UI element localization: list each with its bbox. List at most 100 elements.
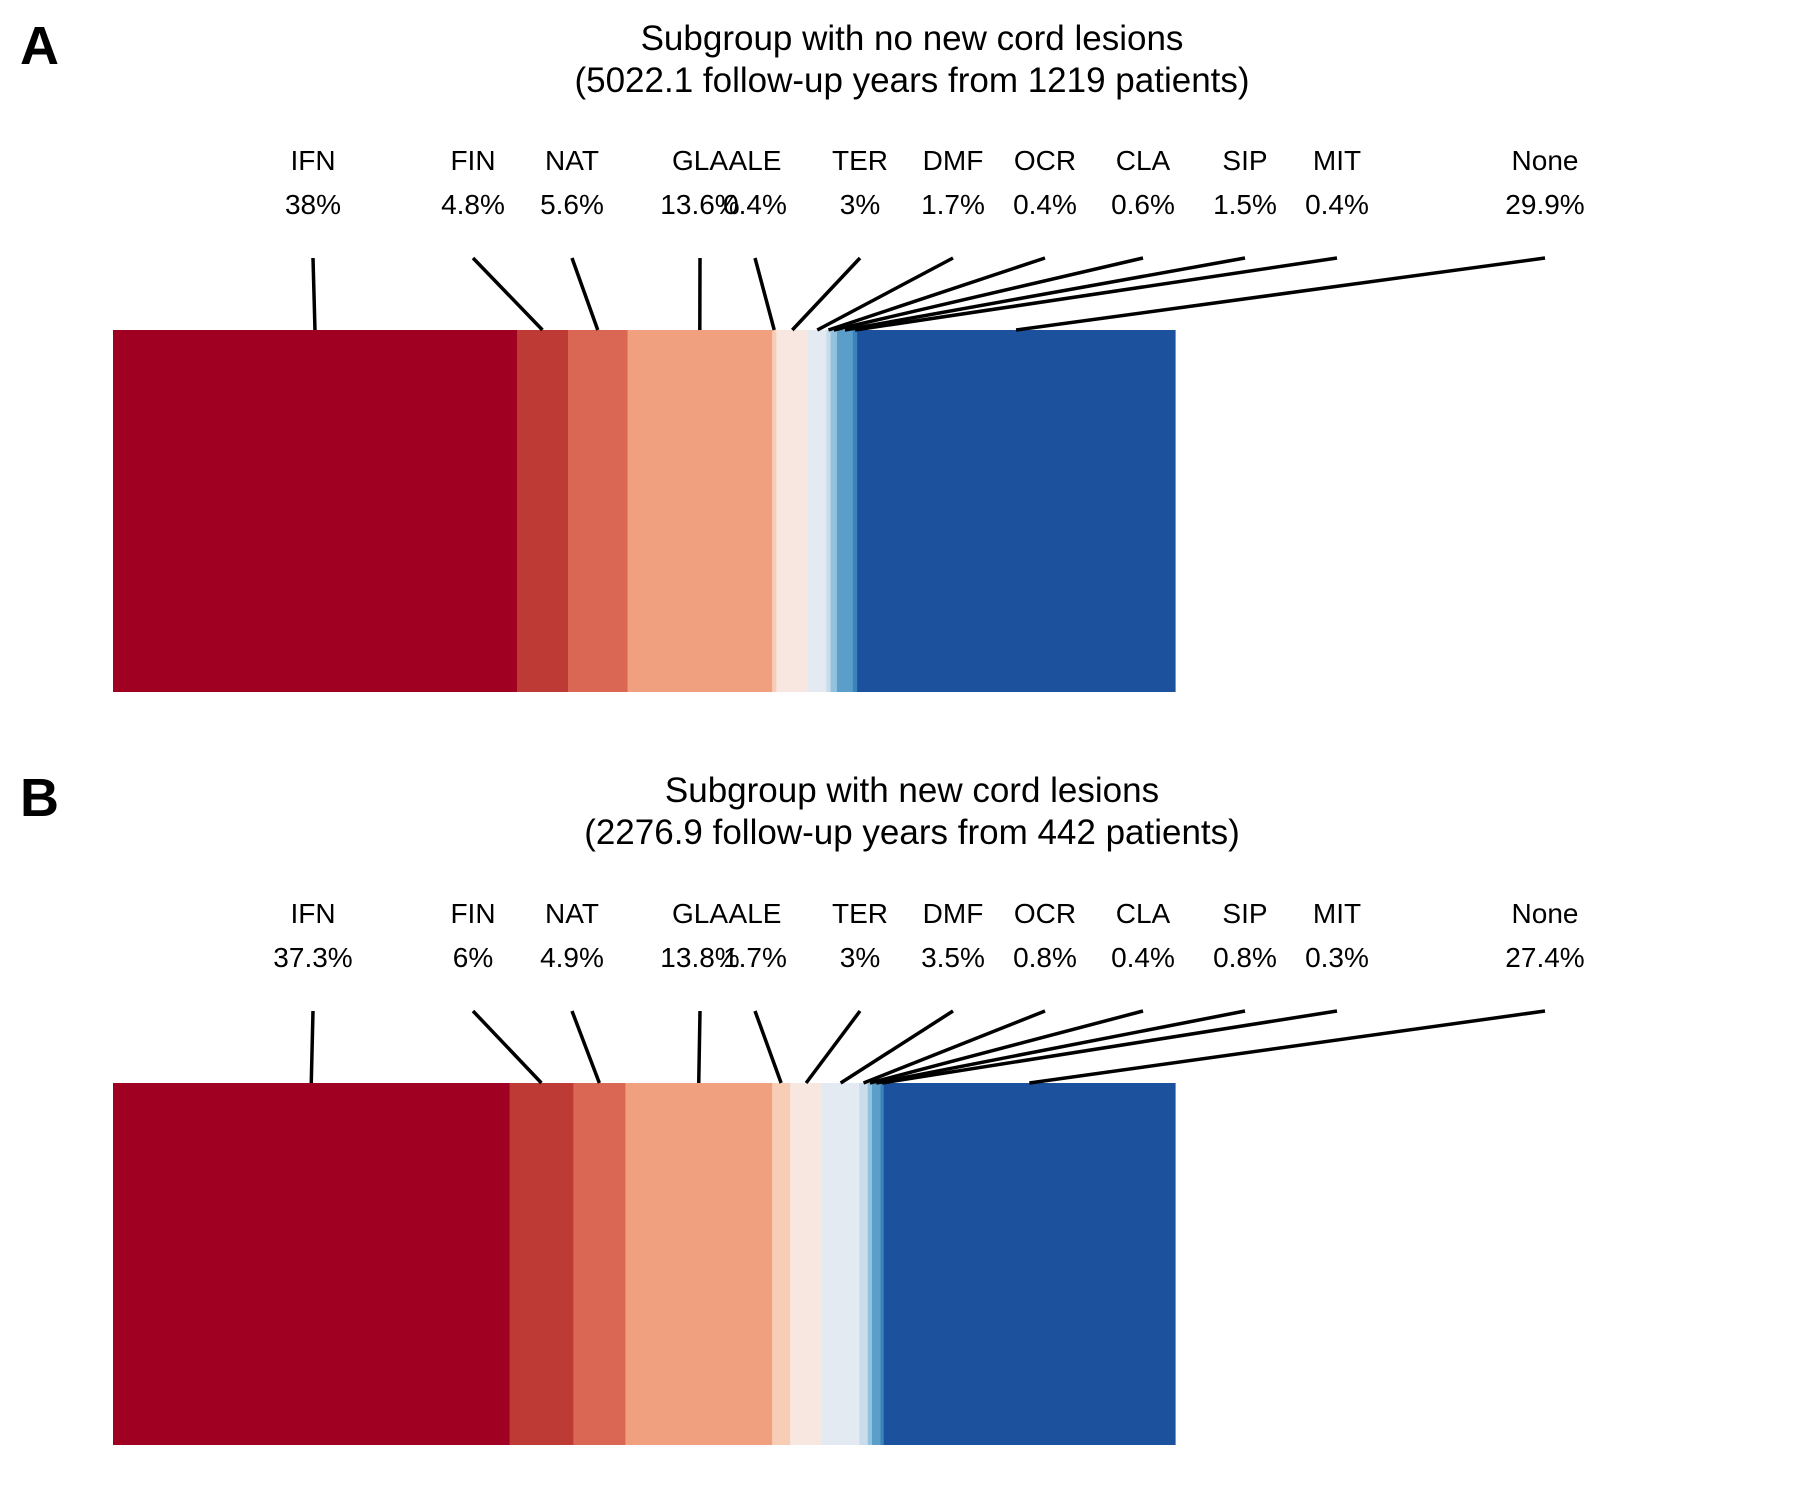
leader-line-cla [833, 256, 1144, 332]
segment-ocr [826, 330, 832, 692]
segment-pct-sip: 0.8% [1213, 942, 1277, 973]
segment-pct-ocr: 0.8% [1013, 942, 1077, 973]
segment-ifn [113, 330, 518, 692]
segment-pct-gla: 13.6% [660, 189, 739, 220]
segment-fin [509, 1083, 574, 1445]
leader-line-ocr [862, 1009, 1046, 1085]
segment-label-ifn: IFN [290, 898, 335, 929]
segment-label-none: None [1512, 145, 1579, 176]
segment-sip [836, 330, 854, 692]
segment-pct-cla: 0.4% [1111, 942, 1175, 973]
segment-ale [772, 330, 777, 692]
segment-gla [627, 330, 773, 692]
segment-pct-fin: 6% [453, 942, 493, 973]
segment-pct-gla: 13.8% [660, 942, 739, 973]
segment-nat [567, 330, 629, 692]
leader-line-ocr [827, 256, 1046, 332]
segment-pct-cla: 0.6% [1111, 189, 1175, 220]
segment-label-ocr: OCR [1014, 898, 1076, 929]
leader-line-none [1029, 1009, 1546, 1085]
segment-pct-ter: 3% [840, 189, 880, 220]
leader-line-ter [791, 256, 862, 332]
segment-label-dmf: DMF [923, 898, 984, 929]
segment-pct-sip: 1.5% [1213, 189, 1277, 220]
panel-b-segments [113, 1083, 1176, 1445]
leader-line-gla [696, 1010, 702, 1084]
segment-label-ifn: IFN [290, 145, 335, 176]
segment-pct-none: 29.9% [1505, 189, 1584, 220]
segment-pct-mit: 0.3% [1305, 942, 1369, 973]
leader-line-dmf [839, 1009, 954, 1085]
segment-nat [573, 1083, 626, 1445]
segment-pct-ale: 0.4% [723, 189, 787, 220]
segment-sip [872, 1083, 882, 1445]
segment-pct-ifn: 38% [285, 189, 341, 220]
segment-cla [830, 330, 838, 692]
leader-line-fin [471, 256, 544, 332]
leader-line-nat [570, 1010, 601, 1084]
segment-label-ter: TER [832, 145, 888, 176]
segment-label-ter: TER [832, 898, 888, 929]
leader-line-ale [753, 257, 776, 331]
panel-b-subtitle: (2276.9 follow-up years from 442 patient… [584, 813, 1240, 852]
leader-line-sip [844, 256, 1246, 332]
leader-line-none [1015, 256, 1546, 332]
segment-dmf [808, 330, 827, 692]
segment-ter [776, 330, 809, 692]
segment-label-mit: MIT [1313, 145, 1361, 176]
panel-b-labels: IFN 37.3% FIN 6% NAT 4.9% GLA 13.8% ALE 1.7% TER 3%… [273, 898, 1584, 973]
segment-label-nat: NAT [545, 898, 599, 929]
leader-line-ifn [311, 257, 317, 331]
leader-line-nat [570, 257, 600, 331]
leader-line-cla [869, 1009, 1144, 1085]
segment-fin [516, 330, 569, 692]
segment-mit [852, 330, 858, 692]
leader-line-mit [854, 256, 1338, 332]
panel-b-title: Subgroup with new cord lesions [665, 771, 1159, 810]
panel-a-subtitle: (5022.1 follow-up years from 1219 patien… [574, 61, 1249, 100]
segment-label-cla: CLA [1116, 898, 1171, 929]
segment-pct-fin: 4.8% [441, 189, 505, 220]
segment-pct-ter: 3% [840, 942, 880, 973]
segment-label-gla: GLA [672, 898, 728, 929]
segment-label-none: None [1512, 898, 1579, 929]
panel-a: A Subgroup with no new cord lesions (502… [20, 16, 1585, 692]
segment-pct-nat: 4.9% [540, 942, 604, 973]
segment-dmf [822, 1083, 860, 1445]
segment-label-ale: ALE [729, 145, 782, 176]
segment-ocr [859, 1083, 869, 1445]
segment-ter [790, 1083, 823, 1445]
segment-pct-nat: 5.6% [540, 189, 604, 220]
panel-b-letter: B [20, 768, 59, 828]
panel-b: B Subgroup with new cord lesions (2276.9… [20, 768, 1585, 1445]
segment-label-ocr: OCR [1014, 145, 1076, 176]
leader-line-mit [881, 1009, 1338, 1085]
segment-label-fin: FIN [450, 145, 495, 176]
segment-pct-none: 27.4% [1505, 942, 1584, 973]
segment-label-cla: CLA [1116, 145, 1171, 176]
segment-gla [625, 1083, 773, 1445]
segment-label-nat: NAT [545, 145, 599, 176]
panel-b-leaders [309, 1009, 1546, 1085]
leader-line-fin [471, 1009, 543, 1085]
panel-a-labels: IFN 38% FIN 4.8% NAT 5.6% GLA 13.6% ALE 0.4% TER 3%… [285, 145, 1585, 220]
segment-pct-ocr: 0.4% [1013, 189, 1077, 220]
segment-label-dmf: DMF [923, 145, 984, 176]
segment-label-mit: MIT [1313, 898, 1361, 929]
segment-mit [880, 1083, 885, 1445]
leader-line-ter [804, 1009, 862, 1085]
leader-line-ifn [309, 1010, 315, 1084]
segment-label-sip: SIP [1222, 898, 1267, 929]
segment-none [883, 1083, 1176, 1445]
segment-pct-mit: 0.4% [1305, 189, 1369, 220]
segment-label-fin: FIN [450, 898, 495, 929]
segment-cla [867, 1083, 873, 1445]
leader-line-sip [875, 1009, 1246, 1085]
segment-pct-ale: 1.7% [723, 942, 787, 973]
segment-pct-dmf: 1.7% [921, 189, 985, 220]
leader-line-ale [753, 1010, 783, 1084]
segment-ale [772, 1083, 791, 1445]
leader-line-dmf [816, 256, 954, 332]
segment-label-ale: ALE [729, 898, 782, 929]
segment-label-sip: SIP [1222, 145, 1267, 176]
